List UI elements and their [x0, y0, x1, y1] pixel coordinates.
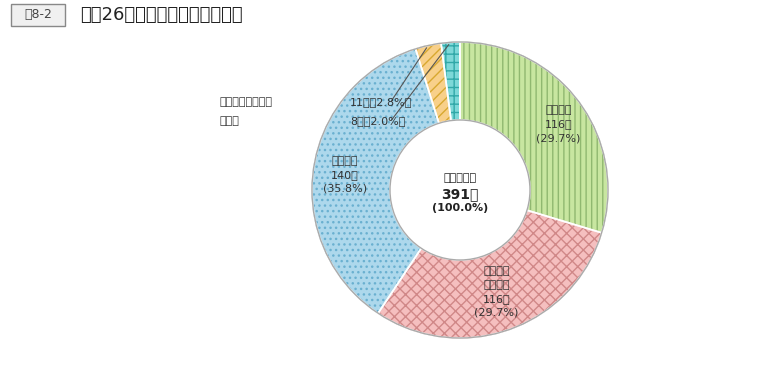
Text: (100.0%): (100.0%)	[432, 203, 488, 213]
Wedge shape	[312, 49, 439, 313]
Text: 指令で定める機関: 指令で定める機関	[220, 97, 273, 107]
FancyBboxPatch shape	[11, 4, 65, 26]
Text: 外国政府
140人
(35.8%): 外国政府 140人 (35.8%)	[323, 156, 367, 194]
Text: 派遣者総数: 派遣者総数	[443, 173, 477, 183]
Text: 図8-2: 図8-2	[24, 8, 52, 22]
Wedge shape	[460, 42, 608, 233]
Text: 391人: 391人	[442, 187, 479, 201]
Wedge shape	[416, 43, 451, 123]
Text: その他の
国際機関
116人
(29.7%): その他の 国際機関 116人 (29.7%)	[474, 266, 519, 318]
Circle shape	[390, 120, 530, 260]
Text: 11人（2.8%）: 11人（2.8%）	[350, 97, 413, 107]
Text: 国際連合
116人
(29.7%): 国際連合 116人 (29.7%)	[536, 105, 581, 143]
Wedge shape	[441, 42, 460, 120]
Wedge shape	[378, 210, 602, 338]
Text: 8人（2.0%）: 8人（2.0%）	[350, 116, 405, 126]
Text: 平成26年度末派遣先機関別状況: 平成26年度末派遣先機関別状況	[80, 6, 242, 24]
Text: 研究所: 研究所	[220, 116, 240, 126]
